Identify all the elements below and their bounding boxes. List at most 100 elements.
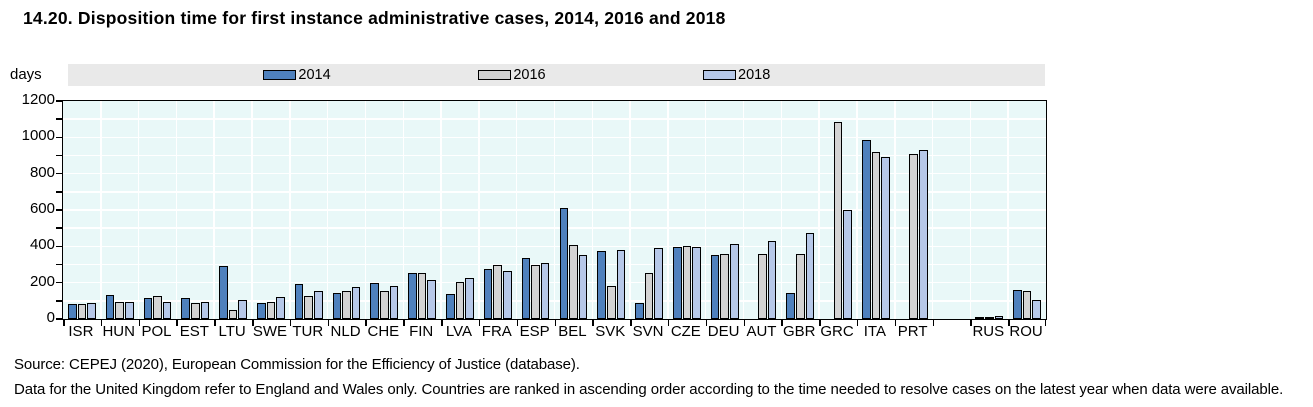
vertical-gridline xyxy=(1007,101,1009,319)
bar-FRA-2016 xyxy=(493,265,503,319)
bar-DEU-2016 xyxy=(720,253,729,319)
bar-CHE-2016 xyxy=(380,290,389,319)
x-axis-label-NLD: NLD xyxy=(330,323,361,340)
bar-SVK-2016 xyxy=(606,286,616,319)
vertical-gridline xyxy=(931,101,934,319)
footer-source: Source: CEPEJ (2020), European Commissio… xyxy=(14,356,580,373)
bar-RUS-2018 xyxy=(994,316,1004,319)
vertical-gridline xyxy=(780,101,783,319)
bar-GRC-2016 xyxy=(833,121,843,319)
bar-HUN-2018 xyxy=(125,301,134,319)
y-axis-tick xyxy=(56,191,62,193)
x-axis-label-HUN: HUN xyxy=(102,323,135,340)
bar-FIN-2014 xyxy=(408,272,417,319)
bar-CZE-2016 xyxy=(682,246,692,319)
bar-NLD-2016 xyxy=(342,290,351,319)
bar-AUT-2016 xyxy=(758,253,767,319)
x-axis-label-ISR: ISR xyxy=(68,323,94,340)
bar-LVA-2018 xyxy=(465,278,474,319)
vertical-gridline xyxy=(818,101,820,319)
bar-ROU-2018 xyxy=(1032,299,1041,319)
bar-SVN-2018 xyxy=(654,248,663,319)
y-axis-label: 200 xyxy=(29,272,55,290)
vertical-gridline xyxy=(704,101,707,319)
plot-area xyxy=(56,100,1047,326)
page-title: 14.20. Disposition time for first instan… xyxy=(23,8,726,28)
x-axis-tick xyxy=(554,320,556,326)
bar-ESP-2016 xyxy=(531,265,540,319)
bar-LTU-2018 xyxy=(238,299,248,319)
x-axis-tick xyxy=(441,320,443,326)
x-axis-label-CHE: CHE xyxy=(367,323,400,340)
bar-TUR-2014 xyxy=(294,284,304,319)
vertical-gridline xyxy=(100,101,102,319)
bar-SWE-2014 xyxy=(257,302,266,319)
legend-swatch-2018 xyxy=(703,70,737,80)
vertical-gridline xyxy=(251,101,253,319)
bar-FIN-2016 xyxy=(417,272,427,319)
bar-TUR-2016 xyxy=(304,296,314,319)
bar-GRC-2018 xyxy=(843,210,852,319)
x-axis-tick xyxy=(1044,320,1046,326)
x-axis-label-FIN: FIN xyxy=(409,323,434,340)
bar-FIN-2018 xyxy=(427,279,437,319)
y-axis-unit-label: days xyxy=(10,66,42,83)
bar-SVK-2018 xyxy=(616,249,626,319)
vertical-gridline xyxy=(440,101,442,319)
legend-item-2016: 2016 xyxy=(478,64,546,86)
y-axis-tick xyxy=(56,118,62,120)
bar-ISR-2018 xyxy=(87,302,96,319)
bar-LTU-2016 xyxy=(228,309,238,319)
bar-ESP-2018 xyxy=(540,262,550,319)
x-axis-label-AUT: AUT xyxy=(746,323,777,340)
bar-HUN-2016 xyxy=(115,301,124,319)
x-axis-tick xyxy=(478,320,481,326)
x-axis-label-ITA: ITA xyxy=(863,323,886,340)
vertical-gridline xyxy=(137,101,140,319)
y-axis-label: 400 xyxy=(29,236,55,254)
bar-PRT-2016 xyxy=(909,153,918,319)
x-axis-tick xyxy=(289,320,292,326)
vertical-gridline xyxy=(175,101,178,319)
bar-RUS-2014 xyxy=(975,317,984,319)
y-axis-labels: 0 200 400 600 800 1000 1200 xyxy=(0,92,55,326)
vertical-gridline xyxy=(629,101,631,319)
x-axis-tick xyxy=(856,320,859,326)
x-axis-tick xyxy=(592,320,594,326)
bar-RUS-2016 xyxy=(984,317,994,319)
bar-DEU-2014 xyxy=(710,255,720,319)
bar-ROU-2016 xyxy=(1022,290,1032,319)
x-axis-tick xyxy=(705,320,708,326)
x-axis-label-SVN: SVN xyxy=(632,323,664,340)
bar-ISR-2016 xyxy=(77,304,87,319)
x-axis-tick xyxy=(932,320,935,326)
x-axis-label-ESP: ESP xyxy=(519,323,550,340)
chart-legend: 2014 2016 2018 xyxy=(68,64,1045,86)
legend-swatch-2014 xyxy=(263,70,297,80)
vertical-gridline xyxy=(364,101,367,319)
x-axis-tick xyxy=(63,320,65,326)
x-axis-label-LTU: LTU xyxy=(218,323,246,340)
y-axis-tick xyxy=(56,136,62,139)
bar-SWE-2018 xyxy=(276,297,285,319)
y-axis-tick xyxy=(56,300,62,302)
bar-SVN-2016 xyxy=(644,272,654,319)
bar-DEU-2018 xyxy=(729,243,739,319)
x-axis-tick xyxy=(781,320,783,326)
bar-HUN-2014 xyxy=(105,295,115,319)
vertical-gridline xyxy=(856,101,858,319)
x-axis-label-LVA: LVA xyxy=(445,323,473,340)
y-axis-tick xyxy=(56,227,62,229)
x-axis-tick xyxy=(403,320,405,326)
x-axis-tick xyxy=(667,320,670,326)
x-axis-tick xyxy=(894,320,897,326)
y-axis-tick xyxy=(56,172,62,175)
y-axis-label: 600 xyxy=(29,200,55,217)
bar-ITA-2018 xyxy=(881,157,890,319)
bar-EST-2016 xyxy=(191,302,200,319)
legend-item-2014: 2014 xyxy=(263,64,331,86)
y-axis-label: 0 xyxy=(46,309,55,326)
x-axis-tick xyxy=(819,320,821,326)
bar-LVA-2016 xyxy=(455,281,465,319)
bar-SVK-2014 xyxy=(597,250,606,319)
